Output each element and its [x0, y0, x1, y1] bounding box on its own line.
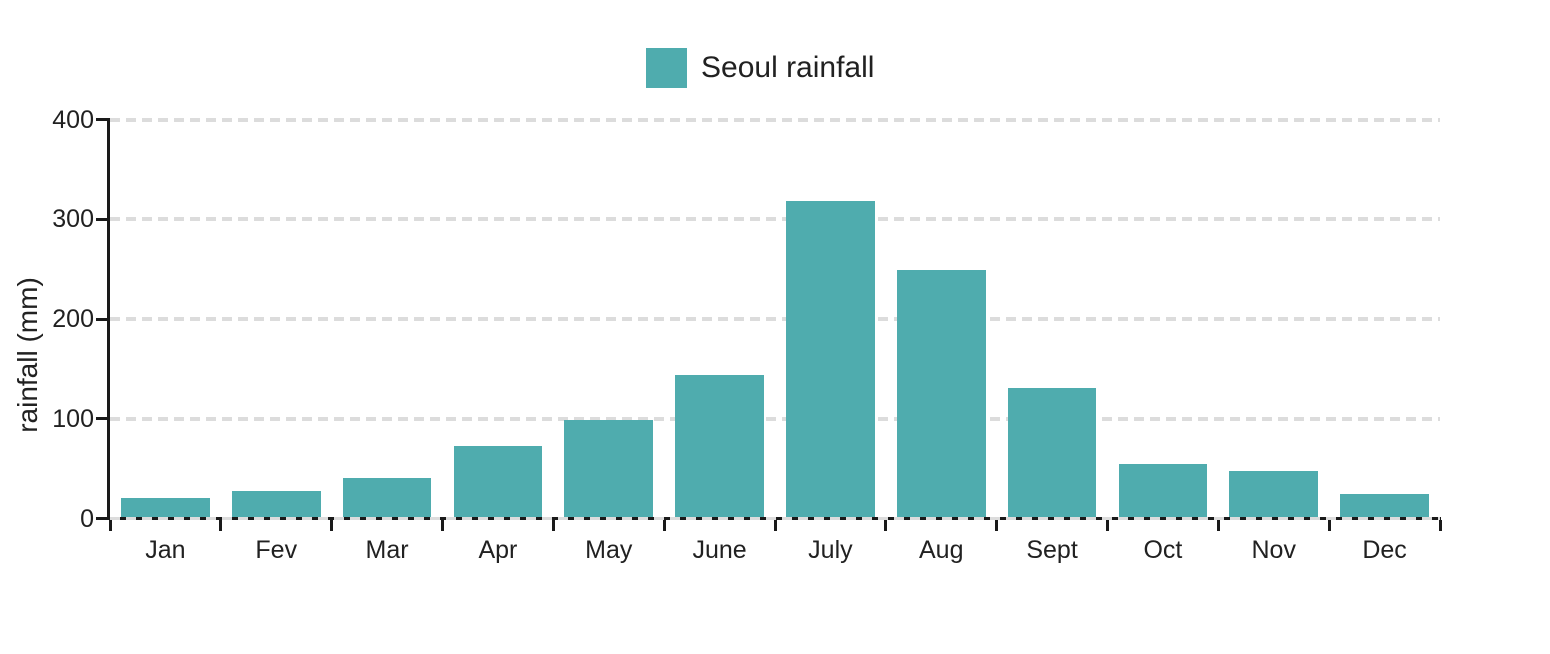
x-tick-label-may: May — [585, 536, 633, 564]
x-tick-mark-4 — [551, 520, 555, 531]
y-tick-mark-300 — [96, 217, 107, 221]
gridline-300 — [110, 217, 1440, 222]
x-tick-mark-1 — [219, 520, 223, 531]
x-tick-label-dec: Dec — [1362, 536, 1407, 564]
y-tick-label-100: 100 — [52, 404, 94, 433]
x-tick-label-mar: Mar — [365, 536, 409, 564]
legend-swatch-icon — [646, 48, 687, 88]
bar-may — [564, 420, 654, 517]
bar-fev — [231, 491, 321, 517]
x-tick-mark-11 — [1327, 520, 1331, 531]
bar-aug — [896, 270, 986, 517]
bar-july — [786, 201, 875, 517]
y-tick-mark-400 — [96, 118, 107, 121]
x-tick-label-june: June — [692, 536, 747, 564]
x-tick-mark-2 — [330, 520, 334, 531]
x-tick-mark-10 — [1216, 520, 1220, 531]
bar-oct — [1118, 464, 1208, 517]
x-tick-label-aug: Aug — [919, 536, 964, 564]
gridline-400 — [110, 117, 1440, 122]
x-tick-mark-12 — [1438, 520, 1442, 531]
x-tick-label-apr: Apr — [478, 536, 518, 564]
x-tick-label-nov: Nov — [1251, 536, 1296, 564]
gridline-200 — [110, 317, 1440, 321]
x-tick-label-fev: Fev — [255, 536, 298, 564]
x-tick-mark-7 — [884, 520, 888, 531]
bar-jan — [121, 498, 210, 517]
y-tick-label-300: 300 — [52, 205, 94, 234]
y-tick-mark-200 — [96, 317, 107, 321]
y-tick-label-0: 0 — [80, 504, 94, 533]
gridline-100 — [110, 416, 1440, 421]
x-tick-label-july: July — [808, 536, 853, 564]
x-tick-mark-3 — [441, 520, 444, 531]
x-tick-mark-8 — [995, 520, 999, 531]
bar-sept — [1007, 388, 1097, 517]
legend-label: Seoul rainfall — [701, 51, 875, 84]
bar-june — [675, 375, 764, 517]
x-tick-mark-9 — [1106, 520, 1109, 531]
y-axis-line — [107, 118, 110, 520]
x-tick-label-sept: Sept — [1026, 536, 1078, 564]
gridline-0 — [110, 517, 1440, 520]
x-tick-mark-0 — [108, 520, 112, 531]
y-tick-label-400: 400 — [52, 105, 94, 134]
x-tick-label-oct: Oct — [1143, 536, 1183, 564]
legend-item[interactable]: Seoul rainfall — [646, 48, 874, 88]
bar-mar — [342, 478, 432, 517]
bar-dec — [1340, 494, 1429, 517]
x-tick-label-jan: Jan — [145, 536, 186, 564]
bar-nov — [1229, 471, 1319, 517]
y-tick-label-200: 200 — [52, 305, 94, 333]
x-tick-mark-5 — [662, 520, 666, 531]
x-tick-mark-6 — [773, 520, 777, 531]
bar-apr — [453, 446, 543, 517]
y-tick-mark-100 — [96, 417, 107, 421]
y-tick-mark-0 — [96, 517, 107, 520]
